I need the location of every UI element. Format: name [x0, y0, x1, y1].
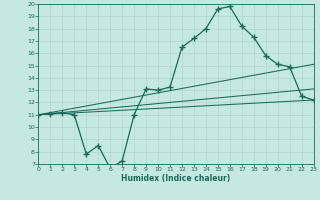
X-axis label: Humidex (Indice chaleur): Humidex (Indice chaleur): [121, 174, 231, 183]
